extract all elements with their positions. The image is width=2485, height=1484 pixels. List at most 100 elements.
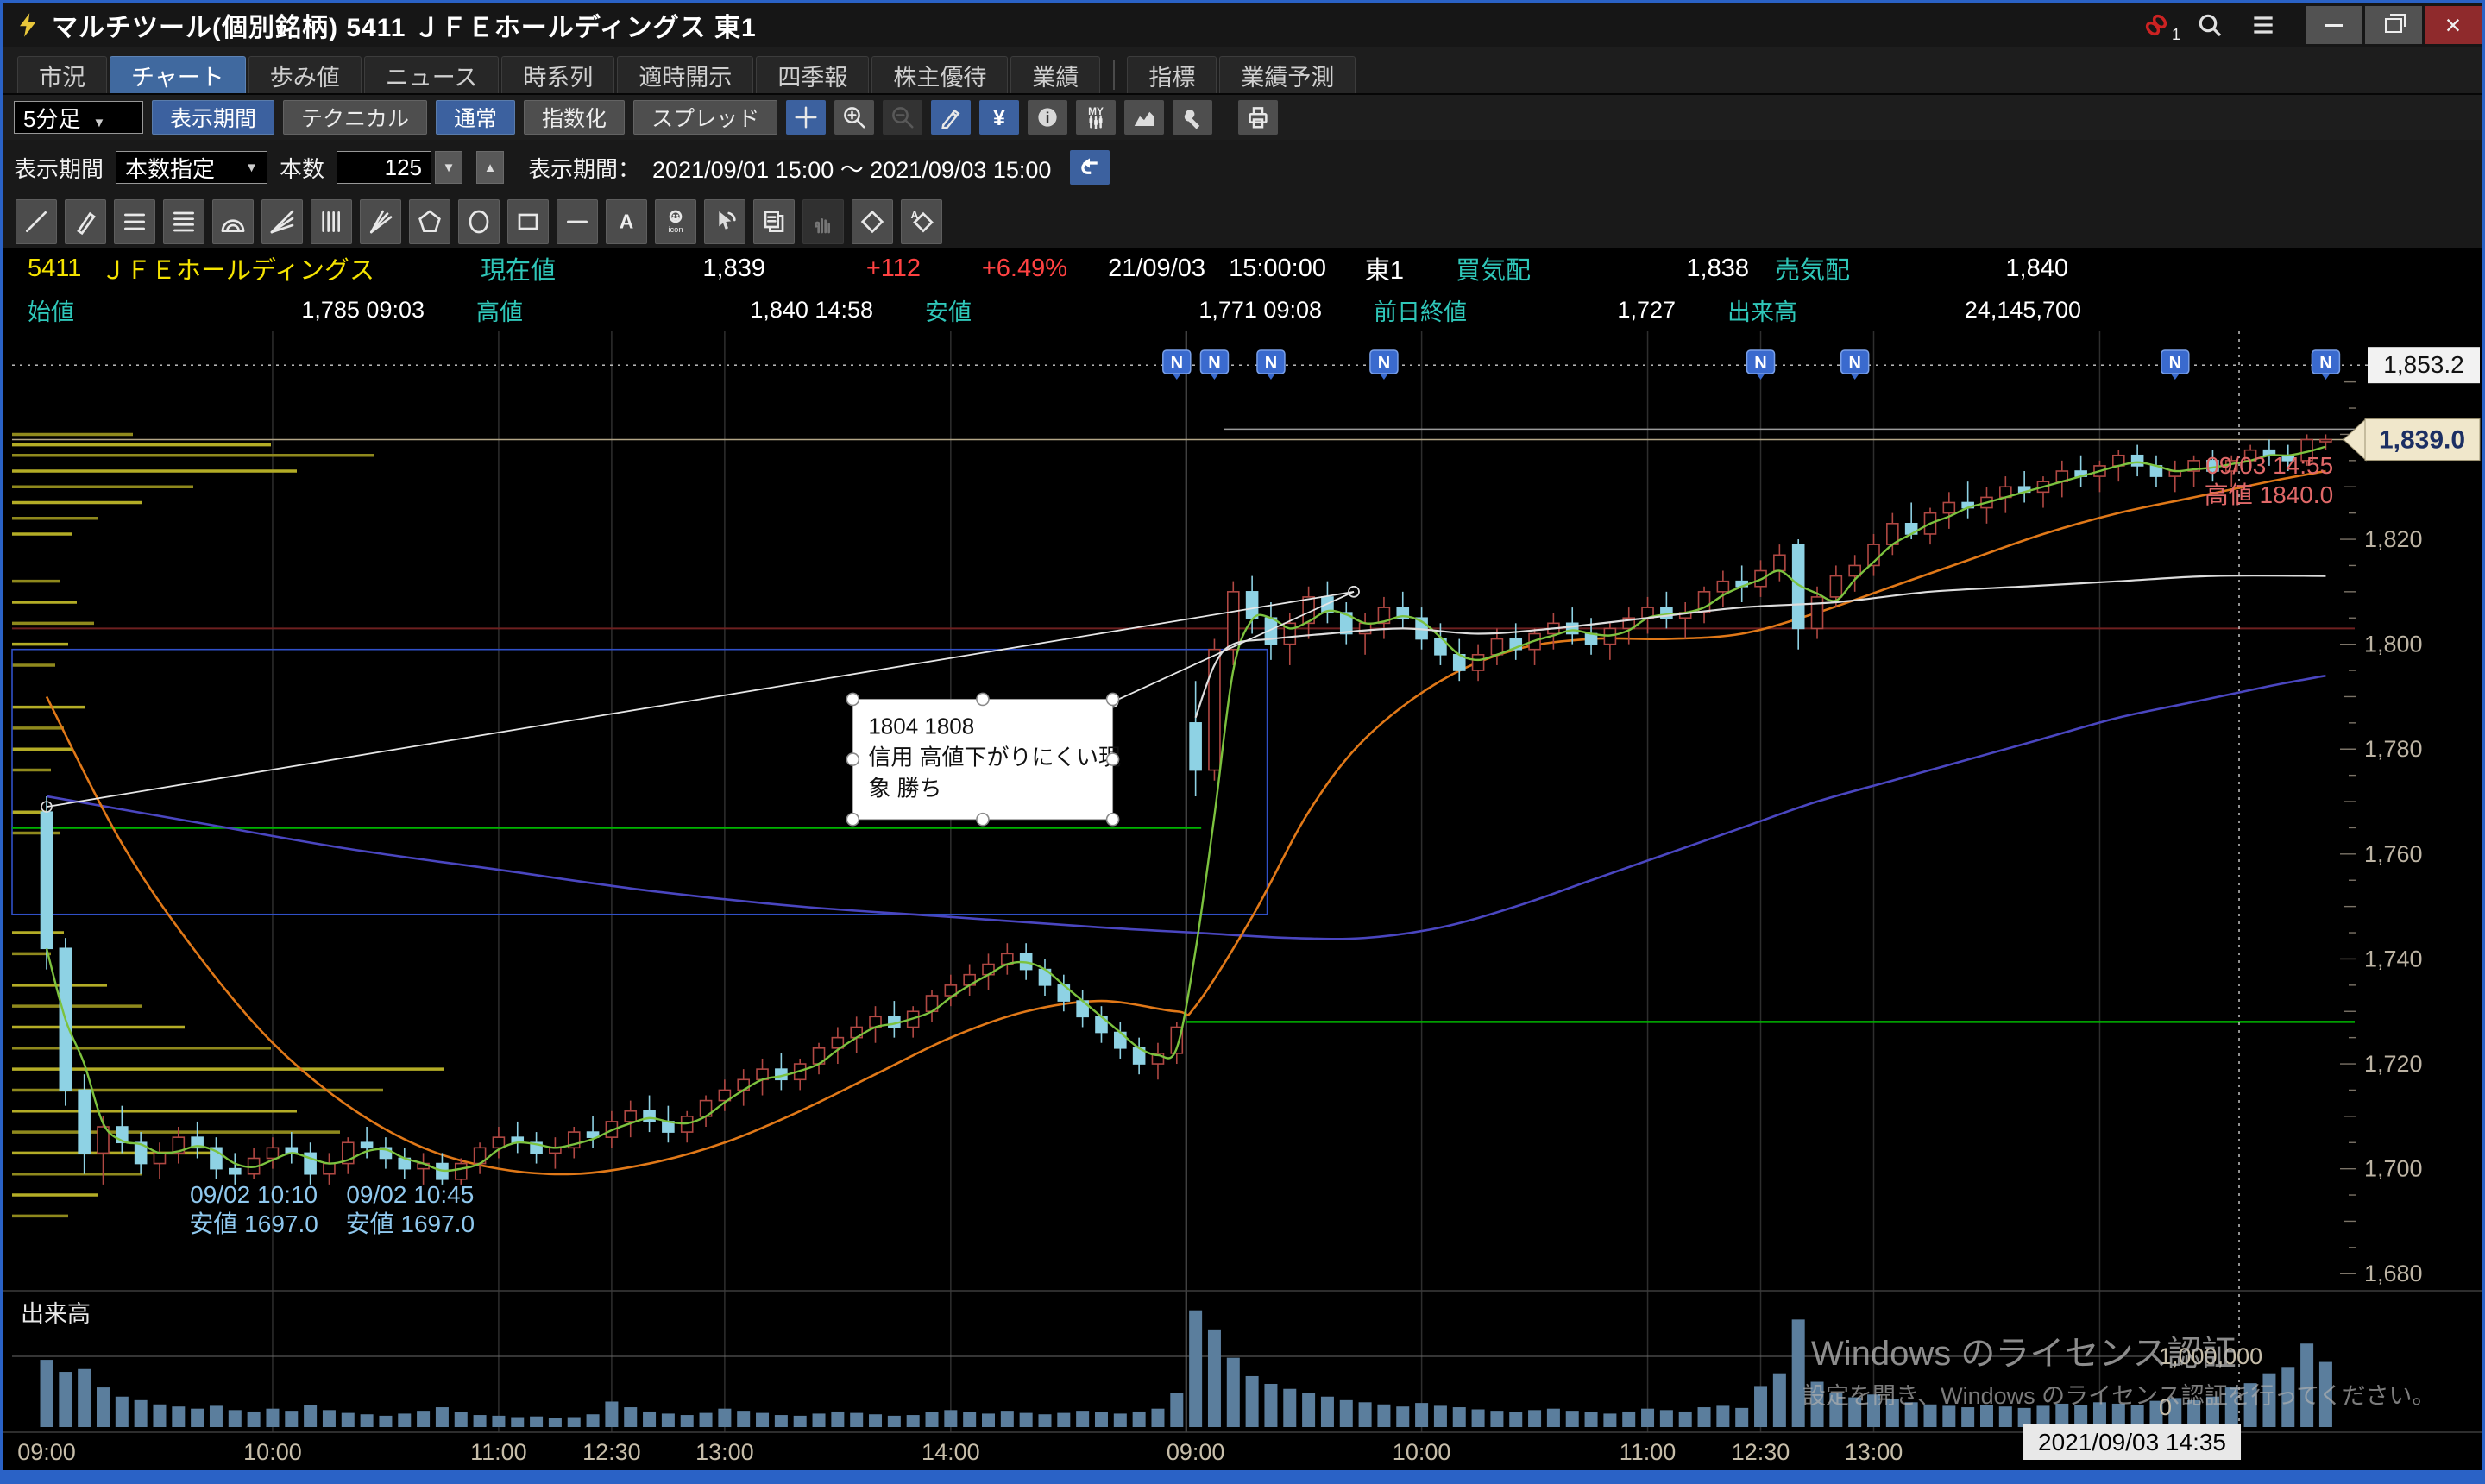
area-chart-button[interactable] (1124, 100, 1165, 135)
draw-tool-icon-stamp[interactable]: icon (655, 199, 696, 244)
search-icon[interactable] (2196, 11, 2224, 39)
price-chart[interactable]: 出来高1,000,00001,8201,8001,7801,7601,7401,… (3, 331, 2482, 1468)
draw-tool-ellipse[interactable] (458, 199, 500, 244)
tab-earnings[interactable]: 業績 (1010, 56, 1101, 93)
chart-drawings[interactable] (11, 428, 2355, 1023)
indexed-button[interactable]: 指数化 (524, 100, 626, 135)
link-icon[interactable]: 1 (2142, 11, 2180, 43)
svg-text:N: N (2319, 354, 2331, 373)
tab-indicators[interactable]: 指標 (1127, 56, 1217, 93)
zoom-in-button[interactable] (834, 100, 875, 135)
menu-icon[interactable] (2249, 11, 2277, 39)
normal-button[interactable]: 通常 (436, 100, 516, 135)
close-button[interactable]: × (2425, 6, 2482, 44)
ohlc-row: 始値 1,785 09:03 高値 1,840 14:58 安値 1,771 0… (3, 288, 2482, 331)
display-period-button[interactable]: 表示期間 (152, 100, 275, 135)
drawn-trend-lines[interactable] (41, 586, 1360, 813)
restore-button[interactable] (2365, 6, 2422, 44)
tab-shikiho[interactable]: 四季報 (756, 56, 870, 93)
svg-text:信用 高値下がりにくい現: 信用 高値下がりにくい現 (868, 744, 1121, 770)
svg-text:Windows のライセンス認証: Windows のライセンス認証 (1811, 1335, 2236, 1373)
svg-text:N: N (1208, 354, 1220, 373)
draw-tool-rectangle[interactable] (507, 199, 549, 244)
rectangle-icon (518, 213, 538, 230)
tab-earnings-forecast[interactable]: 業績予測 (1219, 56, 1356, 93)
ma-green-line (45, 445, 2326, 1173)
period-range-value: 2021/09/01 15:00 ～ 2021/09/03 15:00 (652, 156, 1052, 183)
draw-tool-fib-arcs[interactable] (212, 199, 254, 244)
tab-bar: 市況 チャート 歩み値 ニュース 時系列 適時開示 四季報 株主優待 業績 指標 業績予測 (3, 47, 2482, 95)
draw-tool-h-lines-3[interactable] (114, 199, 155, 244)
spread-button[interactable]: スプレッド (633, 100, 778, 135)
draw-tool-text[interactable]: A (606, 199, 647, 244)
count-decrement-button[interactable]: ▼ (435, 151, 463, 184)
fan-lines-icon (270, 210, 294, 234)
draw-tool-eraser[interactable] (852, 199, 893, 244)
svg-text:N: N (2169, 354, 2181, 373)
count-mode-select[interactable]: 本数指定 ▼ (116, 151, 268, 184)
draw-tool-fan-lines[interactable] (261, 199, 303, 244)
tab-chart[interactable]: チャート (110, 56, 246, 93)
minimize-button[interactable] (2306, 6, 2362, 44)
crosshair-badges: 1,853.2 2021/09/03 14:35 (2023, 347, 2480, 1460)
cursor-rotate-icon (719, 211, 736, 230)
interval-select[interactable]: 5分足 ▼ (14, 101, 143, 134)
draw-tool-v-lines[interactable] (311, 199, 352, 244)
svg-text:1,820: 1,820 (2364, 526, 2423, 552)
count-input[interactable]: 125 (337, 151, 432, 184)
svg-text:設定を開き、Windows のライセンス認証を行ってください: 設定を開き、Windows のライセンス認証を行ってください。 (1802, 1383, 2435, 1409)
svg-text:象 勝ち: 象 勝ち (868, 775, 941, 801)
tab-shareholder-benefit[interactable]: 株主優待 (871, 56, 1009, 93)
draw-tool-h-line[interactable] (557, 199, 598, 244)
svg-text:0: 0 (2159, 1394, 2172, 1420)
draw-tool-eraser-all[interactable]: A (901, 199, 942, 244)
prev-close-value: 1,727 (1617, 296, 1676, 323)
tab-market[interactable]: 市況 (17, 56, 107, 93)
stock-code: 5411 (28, 254, 82, 282)
current-price-label: 現在値 (481, 257, 557, 285)
tab-disclosure[interactable]: 適時開示 (617, 56, 754, 93)
svg-text:11:00: 11:00 (1620, 1439, 1677, 1465)
svg-text:icon: icon (668, 225, 683, 234)
info-button[interactable]: i (1028, 100, 1068, 135)
undo-button[interactable] (1070, 150, 1110, 185)
count-increment-button[interactable]: ▲ (476, 151, 505, 184)
yen-button[interactable]: ¥ (979, 100, 1020, 135)
chart-area[interactable]: 出来高 1,000,000 0 1,820 1,800 1,780 1,760 1,740 1,… (3, 331, 2482, 1468)
draw-tool-trend-line[interactable] (16, 199, 57, 244)
my-candle-button[interactable]: MY (1076, 100, 1117, 135)
copy-icon (764, 211, 784, 232)
draw-tool-hand[interactable] (802, 199, 844, 244)
tab-tick[interactable]: 歩み値 (248, 56, 362, 93)
draw-tool-h-lines-4[interactable] (163, 199, 204, 244)
draw-tool-copy[interactable] (753, 199, 795, 244)
tab-news[interactable]: ニュース (363, 56, 500, 93)
zoom-out-button[interactable] (883, 100, 923, 135)
tab-time-series[interactable]: 時系列 (501, 56, 615, 93)
crosshair-price-badge: 1,853.2 (2383, 351, 2463, 378)
draw-tool-pitchfork[interactable] (360, 199, 401, 244)
ask-label: 売気配 (1775, 257, 1851, 285)
current-price: 1,839 (702, 254, 765, 282)
open-label: 始値 (28, 299, 74, 325)
wrench-button[interactable] (1173, 100, 1213, 135)
technical-button[interactable]: テクニカル (283, 100, 428, 135)
crosshair-button[interactable] (786, 100, 827, 135)
draw-tool-pentagon[interactable] (409, 199, 450, 244)
crosshair-time-badge: 2021/09/03 14:35 (2038, 1429, 2226, 1456)
printer-button[interactable] (1238, 100, 1279, 135)
vwap-line (1194, 575, 2326, 719)
h-line-icon (567, 220, 588, 223)
svg-text:安値 1697.0: 安値 1697.0 (189, 1210, 318, 1237)
draw-tool-cursor-rotate[interactable] (704, 199, 746, 244)
bid-price: 1,838 (1686, 254, 1749, 282)
pencil-icon (941, 109, 960, 129)
hand-icon (815, 218, 830, 234)
pencil-button[interactable] (931, 100, 972, 135)
svg-text:13:00: 13:00 (1845, 1439, 1903, 1465)
draw-tool-pencil-line[interactable] (65, 199, 106, 244)
